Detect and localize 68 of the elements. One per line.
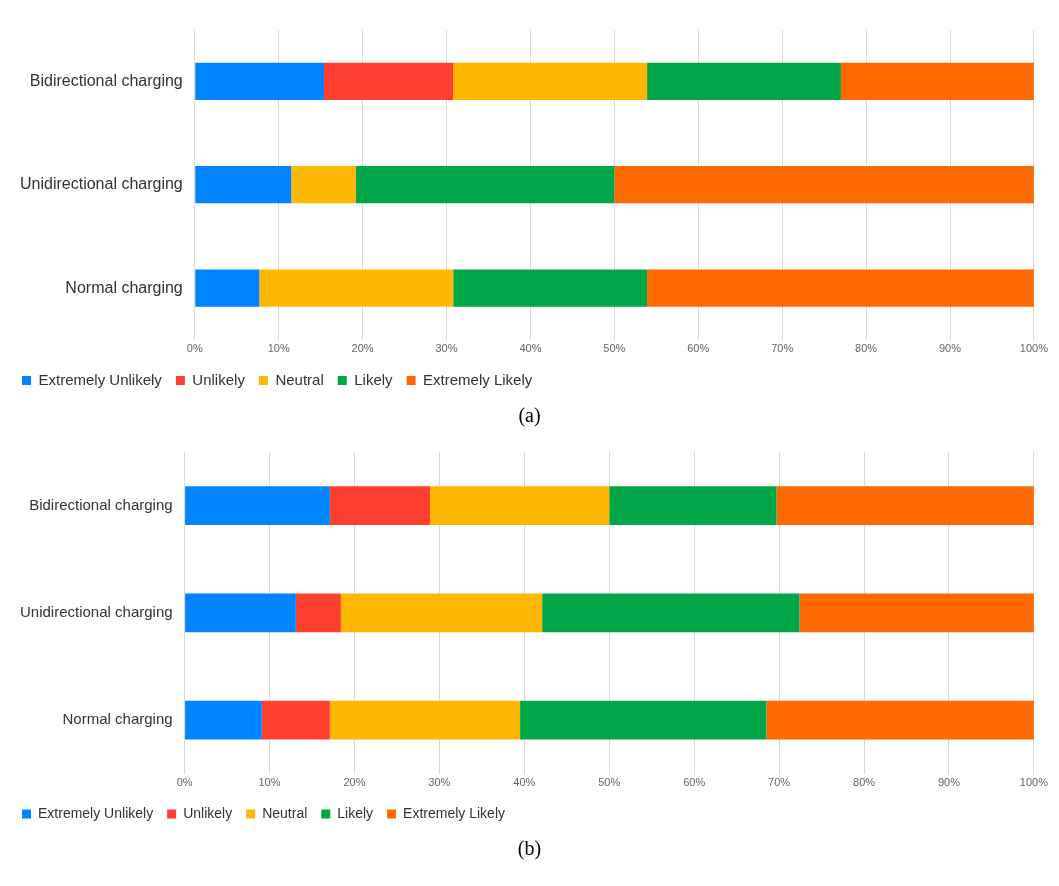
- x-tick-label: 80%: [853, 776, 876, 789]
- legend-label: Extremely Likely: [403, 804, 505, 821]
- bar: [259, 269, 454, 307]
- bar: [614, 166, 1034, 204]
- bar: [453, 269, 648, 307]
- legend-label: Extremely Unlikely: [38, 804, 154, 821]
- bar: [609, 486, 777, 525]
- y-tick-label: Normal charging: [62, 710, 173, 728]
- bar: [261, 700, 330, 740]
- x-tick-label: 70%: [768, 776, 791, 789]
- legend-label: Unlikely: [183, 804, 233, 821]
- bar: [295, 593, 341, 633]
- y-tick-label: Unidirectional charging: [19, 603, 173, 621]
- legend-label: Likely: [337, 804, 374, 821]
- x-tick-label: 50%: [598, 776, 621, 789]
- x-tick-label: 20%: [343, 776, 366, 789]
- legend-label: Neutral: [275, 370, 324, 388]
- x-tick-label: 90%: [939, 342, 962, 355]
- bar: [195, 166, 292, 204]
- x-tick-label: 10%: [258, 776, 281, 789]
- x-tick-label: 50%: [603, 342, 626, 355]
- legend-label: Extremely Unlikely: [38, 370, 163, 388]
- bar: [542, 593, 800, 633]
- x-tick-label: 40%: [513, 776, 536, 789]
- x-tick-label: 70%: [771, 342, 794, 355]
- legend-label: Extremely Likely: [423, 370, 533, 388]
- bar: [185, 593, 296, 633]
- x-tick-label: 100%: [1019, 342, 1049, 355]
- text: (b): [516, 837, 543, 860]
- bar: [195, 269, 260, 307]
- bar: [323, 62, 454, 100]
- bar: [185, 486, 330, 525]
- x-tick-label: 30%: [435, 342, 458, 355]
- bar: [430, 486, 610, 525]
- bar: [453, 62, 648, 100]
- bar: [647, 62, 841, 100]
- x-tick-label: 60%: [687, 342, 710, 355]
- bar: [840, 62, 1034, 100]
- x-tick-label: 40%: [519, 342, 542, 355]
- x-tick-label: 0%: [186, 342, 203, 355]
- legend-label: Neutral: [262, 804, 308, 821]
- x-tick-label: 0%: [176, 776, 193, 789]
- bar: [647, 269, 1034, 307]
- bar: [776, 486, 1034, 525]
- x-tick-label: 20%: [351, 342, 374, 355]
- y-tick-label: Unidirectional charging: [19, 175, 183, 193]
- bar: [355, 166, 615, 204]
- bar: [766, 700, 1034, 740]
- legend-label: Likely: [354, 370, 394, 388]
- x-tick-label: 80%: [855, 342, 878, 355]
- x-tick-label: 60%: [683, 776, 706, 789]
- y-tick-label: Normal charging: [65, 278, 183, 296]
- y-tick-label: Bidirectional charging: [29, 71, 183, 89]
- x-tick-label: 30%: [428, 776, 451, 789]
- text: (a): [517, 404, 542, 427]
- bar: [520, 700, 767, 740]
- bar: [185, 700, 262, 740]
- y-tick-label: Bidirectional charging: [29, 495, 173, 513]
- bar: [329, 700, 521, 740]
- bar: [291, 166, 356, 204]
- bar: [340, 593, 543, 633]
- x-tick-label: 10%: [267, 342, 290, 355]
- x-tick-label: 90%: [937, 776, 961, 789]
- x-tick-label: 100%: [1019, 776, 1049, 789]
- bar: [799, 593, 1034, 633]
- bar: [329, 486, 431, 525]
- legend-label: Unlikely: [192, 370, 246, 388]
- bar: [195, 62, 324, 100]
